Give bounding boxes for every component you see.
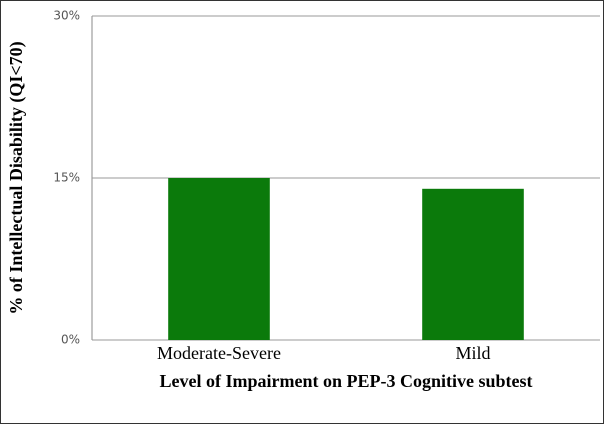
- bar: [422, 188, 524, 340]
- x-tick-label: Moderate-Severe: [157, 343, 281, 363]
- x-tick-label: Mild: [455, 343, 490, 363]
- y-tick-label: 0%: [61, 333, 80, 347]
- y-axis-label: % of Intellectual Disability (QI<70): [6, 41, 27, 314]
- y-tick-label: 15%: [53, 171, 80, 185]
- x-axis-label: Level of Impairment on PEP-3 Cognitive s…: [160, 371, 533, 391]
- bar: [168, 178, 270, 340]
- y-tick-label: 30%: [53, 9, 80, 23]
